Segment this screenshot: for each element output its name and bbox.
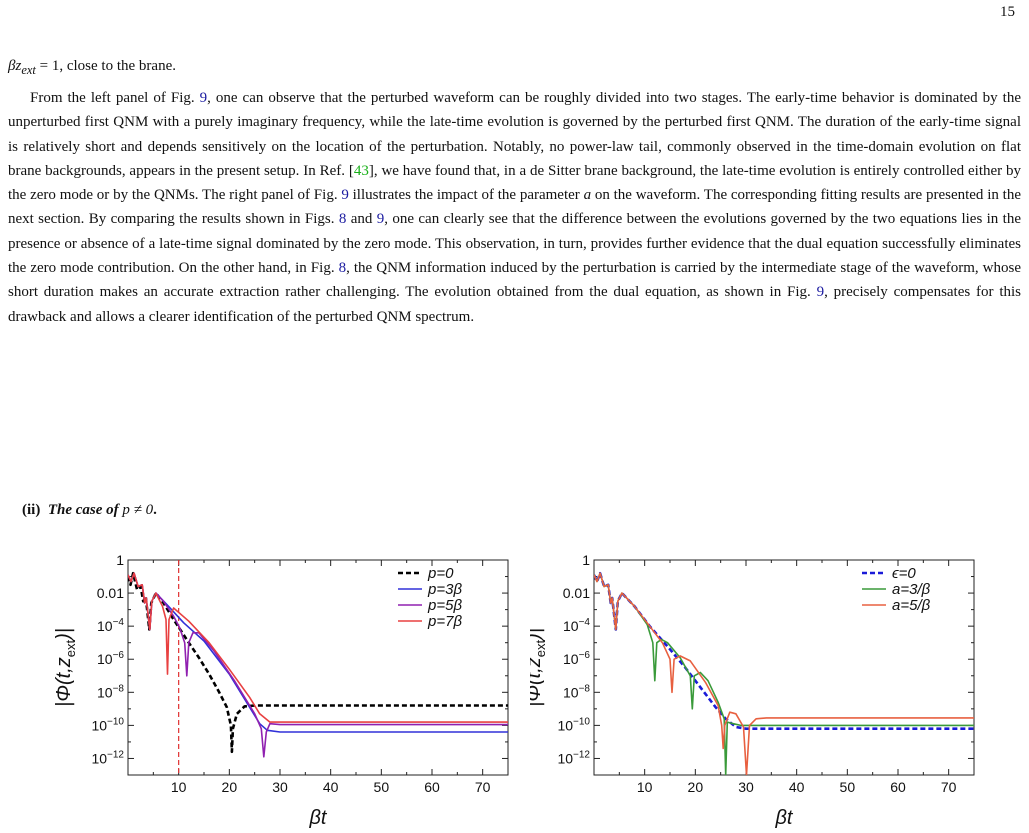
y-tick-label: 10−10 [91,716,124,733]
reference-link[interactable]: 9 [816,284,825,301]
paragraph-run: and [346,211,377,228]
subsection-math: p ≠ 0 [122,502,154,518]
legend-label: p=7β [427,613,462,630]
x-tick-label: 10 [637,779,653,795]
x-tick-label: 10 [171,779,187,795]
legend-label: a=5/β [892,597,931,614]
x-tick-label: 20 [222,779,238,795]
legend-label: ϵ=0 [892,565,916,582]
subsection-heading: (ii) The case of p ≠ 0. [22,502,157,519]
paragraph-run: , one can clearly see that the differenc… [8,211,1021,277]
x-tick-label: 70 [941,779,957,795]
reference-link[interactable]: 8 [338,260,347,277]
page-number: 15 [1000,4,1015,20]
x-tick-label: 70 [475,779,491,795]
plot-frame [127,559,509,776]
lead-line: βzext = 1, close to the brane. [8,58,176,78]
y-tick-label: 10−10 [557,716,590,733]
x-tick-label: 40 [789,779,805,795]
subsection-number: (ii) [22,502,41,518]
subsection-title: The case of [47,502,119,518]
y-axis-label: |Φ(t,zext)| [530,628,548,707]
y-tick-label: 10−12 [91,749,124,766]
legend-label: p=0 [427,565,454,582]
x-axis-label: βt [309,807,328,829]
x-tick-label: 60 [424,779,440,795]
reference-link[interactable]: 43 [353,162,369,179]
series-line-3 [128,572,508,723]
figure-left-panel: 10 20 30 40 50 60 70 1 0.01 10−4 10−6 10−8 10−10 10−1… [53,552,509,829]
y-tick-label: 0.01 [563,585,590,601]
paragraph-run: , the QNM information induced by the per… [8,260,1021,301]
plot-frame [593,559,975,776]
x-tick-label: 30 [272,779,288,795]
y-tick-label: 1 [582,552,590,568]
y-tick-label: 1 [116,552,124,568]
x-tick-label: 50 [374,779,390,795]
x-tick-label: 50 [840,779,856,795]
y-tick-label: 10−6 [97,650,124,667]
y-tick-label: 10−8 [563,683,590,700]
paragraph-run: , precisely compensates for this drawbac… [8,284,1021,325]
x-axis-label: βt [775,807,794,829]
x-tick-label: 30 [738,779,754,795]
paragraph-run: , one can observe that the perturbed wav… [8,90,1021,179]
paragraph-run: a [583,187,592,204]
legend-label: p=3β [427,581,462,598]
y-tick-label: 10−4 [97,617,124,634]
y-tick-label: 0.01 [97,585,124,601]
y-tick-label: 10−4 [563,617,590,634]
y-axis-label: |Φ(t,zext)| [53,628,78,707]
body-paragraph: From the left panel of Fig. 9, one can o… [8,86,1021,329]
figure-right-panel: 10 20 30 40 50 60 70 1 0.01 10−4 10−6 10−8 10−10 10−1… [530,552,975,829]
x-tick-label: 20 [688,779,704,795]
paragraph-run: on the waveform. The corresponding fitti… [8,187,1021,228]
paragraph-run: From the left panel of Fig. [30,90,200,106]
reference-link[interactable]: 9 [341,187,349,204]
subsection-period: . [153,502,157,518]
lead-math: βz [8,58,22,74]
y-tick-label: 10−8 [97,683,124,700]
lead-math-sub: ext [21,63,36,77]
paragraph-text: From the left panel of Fig. 9, one can o… [8,86,1021,329]
legend-label: p=5β [427,597,462,614]
x-tick-label: 60 [890,779,906,795]
x-tick-label: 40 [323,779,339,795]
y-tick-label: 10−6 [563,650,590,667]
legend-label: a=3/β [892,581,931,598]
series-line-2 [594,572,974,775]
lead-text: = 1, close to the brane. [35,58,176,74]
reference-link[interactable]: 9 [376,211,385,228]
y-tick-label: 10−12 [557,749,590,766]
reference-link[interactable]: 9 [199,90,208,106]
reference-link[interactable]: 8 [338,211,347,228]
paragraph-run: ], we have found that, in a de Sitter br… [8,162,1021,204]
paragraph-run: illustrates the impact of the parameter [348,187,584,204]
